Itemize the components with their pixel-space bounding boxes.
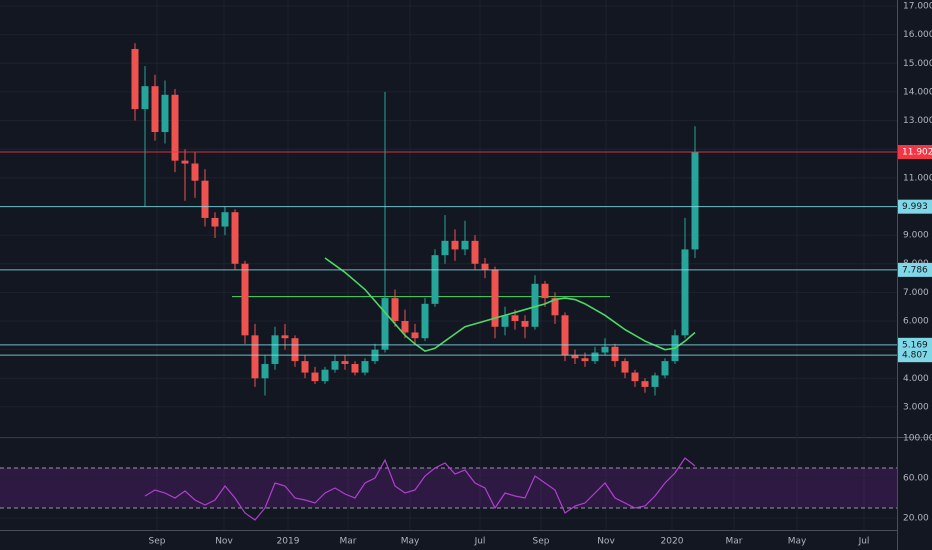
candle-body	[611, 346, 619, 362]
y-tick-label: 13.000	[903, 116, 932, 126]
x-tick-label: Jul	[858, 537, 870, 547]
candle-body	[301, 361, 309, 373]
candle-body	[161, 94, 169, 133]
candle-body	[231, 212, 239, 264]
candle-body	[481, 263, 489, 270]
y-tick-label: 7.000	[903, 288, 929, 298]
x-tick-label: May	[788, 537, 807, 547]
candle-body	[151, 86, 159, 133]
candle-body	[211, 217, 219, 227]
level-label: 7.786	[902, 265, 928, 275]
candle-body	[491, 269, 499, 327]
candle-body	[411, 332, 419, 339]
candle-body	[391, 298, 399, 322]
candle-body	[431, 255, 439, 304]
candle-body	[531, 283, 539, 327]
candle-body	[501, 315, 509, 327]
x-tick-label: Mar	[726, 537, 743, 547]
candle-body	[591, 352, 599, 362]
x-tick-label: Nov	[215, 537, 233, 547]
candle-body	[131, 48, 139, 110]
level-label: 11.902	[902, 148, 932, 158]
x-tick-label: 2019	[277, 537, 300, 547]
candle-body	[321, 369, 329, 382]
candle-body	[201, 180, 209, 218]
candle-body	[141, 86, 149, 110]
candle-body	[341, 361, 349, 364]
x-tick-label: May	[401, 537, 420, 547]
candle-body	[261, 363, 269, 379]
candle-body	[571, 355, 579, 359]
candle-body	[241, 263, 249, 336]
x-tick-label: Sep	[533, 537, 550, 547]
candle-body	[351, 363, 359, 373]
candle-body	[521, 321, 529, 327]
candle-body	[471, 240, 479, 264]
level-label-bg	[898, 348, 932, 363]
y-tick-label: 4.000	[903, 374, 929, 384]
x-tick-label: Jul	[474, 537, 486, 547]
candle-body	[381, 298, 389, 350]
x-tick-label: 2020	[661, 537, 684, 547]
level-label: 5.169	[902, 340, 928, 350]
candle-body	[511, 315, 519, 322]
level-label-bg	[898, 145, 932, 160]
y-tick-label: 16.000	[903, 30, 932, 40]
candle-body	[651, 375, 659, 387]
candle-body	[421, 303, 429, 339]
candle-body	[191, 163, 199, 181]
candle-body	[621, 361, 629, 373]
candle-body	[681, 249, 689, 336]
candle-body	[221, 212, 229, 227]
y-tick-label: 9.000	[903, 231, 929, 241]
y-tick-label: 17.000	[903, 2, 932, 12]
candle-body	[311, 372, 319, 382]
level-label: 4.807	[902, 351, 928, 361]
candle-body	[551, 298, 559, 316]
level-label: 9.993	[902, 202, 928, 212]
band-fill	[0, 468, 897, 508]
y-tick-label: 20.00	[903, 514, 929, 524]
candle-body	[661, 361, 669, 376]
candle-body	[601, 346, 609, 353]
level-label-bg	[898, 262, 932, 277]
x-tick-label: Nov	[597, 537, 615, 547]
candle-body	[401, 321, 409, 333]
candle-body	[561, 315, 569, 356]
candle-body	[541, 283, 549, 299]
y-tick-label: 15.000	[903, 59, 932, 69]
y-tick-label: 60.00	[903, 474, 929, 484]
candle-body	[441, 240, 449, 256]
candle-body	[281, 335, 289, 339]
candle-body	[251, 335, 259, 379]
y-tick-label: 100.00	[903, 434, 932, 444]
candle-body	[291, 338, 299, 362]
y-tick-label: 3.000	[903, 402, 929, 412]
candle-body	[461, 240, 469, 250]
candle-body	[271, 335, 279, 364]
rsi-line	[144, 457, 696, 521]
candle-body	[581, 358, 589, 362]
x-tick-label: Sep	[149, 537, 166, 547]
candle-body	[691, 152, 699, 250]
candle-body	[631, 372, 639, 382]
level-label-bg	[898, 199, 932, 214]
candle-body	[181, 160, 189, 164]
candle-body	[641, 381, 649, 387]
y-tick-label: 11.000	[903, 173, 932, 183]
candle-body	[171, 94, 179, 161]
candle-body	[331, 361, 339, 370]
y-tick-label: 14.000	[903, 87, 932, 97]
moving-average	[324, 257, 696, 352]
candle-body	[451, 240, 459, 250]
x-tick-label: Mar	[340, 537, 357, 547]
y-tick-label: 6.000	[903, 317, 929, 327]
candle-body	[361, 361, 369, 373]
